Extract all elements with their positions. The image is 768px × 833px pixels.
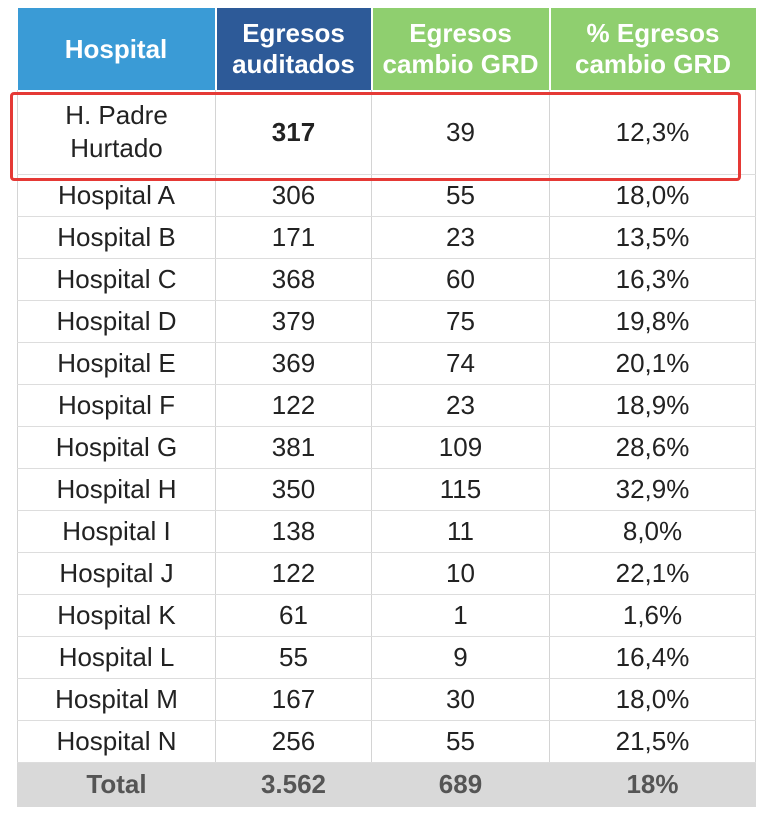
- cell-egresos-cambio-grd: 75: [371, 300, 550, 343]
- table-row: Hospital N 256 55 21,5%: [17, 720, 756, 763]
- cell-egresos-auditados: 306: [215, 174, 372, 217]
- cell-egresos-auditados: 317: [215, 90, 372, 175]
- cell-egresos-auditados: 368: [215, 258, 372, 301]
- total-egresos-auditados: 3.562: [215, 762, 372, 807]
- cell-egresos-cambio-grd: 10: [371, 552, 550, 595]
- table-row: Hospital K 61 1 1,6%: [17, 594, 756, 637]
- cell-hospital: H. Padre Hurtado: [17, 90, 216, 175]
- cell-egresos-auditados: 256: [215, 720, 372, 763]
- cell-hospital: Hospital A: [17, 174, 216, 217]
- cell-hospital: Hospital H: [17, 468, 216, 511]
- table-row: Hospital M 167 30 18,0%: [17, 678, 756, 721]
- total-egresos-cambio-grd: 689: [371, 762, 550, 807]
- cell-hospital: Hospital M: [17, 678, 216, 721]
- header-pct-egresos-cambio-grd: % Egresos cambio GRD: [549, 8, 756, 90]
- cell-egresos-cambio-grd: 60: [371, 258, 550, 301]
- cell-egresos-cambio-grd: 55: [371, 720, 550, 763]
- cell-egresos-auditados: 167: [215, 678, 372, 721]
- cell-hospital: Hospital I: [17, 510, 216, 553]
- cell-egresos-cambio-grd: 23: [371, 384, 550, 427]
- header-hospital: Hospital: [17, 8, 217, 90]
- cell-hospital: Hospital F: [17, 384, 216, 427]
- cell-egresos-cambio-grd: 74: [371, 342, 550, 385]
- cell-pct-cambio-grd: 18,0%: [549, 174, 756, 217]
- cell-egresos-cambio-grd: 115: [371, 468, 550, 511]
- header-egresos-cambio-grd: Egresos cambio GRD: [371, 8, 551, 90]
- cell-egresos-auditados: 138: [215, 510, 372, 553]
- cell-egresos-cambio-grd: 39: [371, 90, 550, 175]
- cell-pct-cambio-grd: 8,0%: [549, 510, 756, 553]
- total-label: Total: [17, 762, 216, 807]
- total-pct-cambio-grd: 18%: [549, 762, 756, 807]
- cell-pct-cambio-grd: 16,3%: [549, 258, 756, 301]
- table-row: Hospital H 350 115 32,9%: [17, 468, 756, 511]
- cell-pct-cambio-grd: 18,0%: [549, 678, 756, 721]
- cell-hospital: Hospital N: [17, 720, 216, 763]
- cell-egresos-auditados: 122: [215, 552, 372, 595]
- cell-egresos-auditados: 61: [215, 594, 372, 637]
- cell-pct-cambio-grd: 12,3%: [549, 90, 756, 175]
- table-row: Hospital D 379 75 19,8%: [17, 300, 756, 343]
- cell-egresos-cambio-grd: 109: [371, 426, 550, 469]
- cell-hospital: Hospital C: [17, 258, 216, 301]
- cell-pct-cambio-grd: 28,6%: [549, 426, 756, 469]
- cell-pct-cambio-grd: 16,4%: [549, 636, 756, 679]
- header-row: Hospital Egresos auditados Egresos cambi…: [17, 8, 756, 90]
- cell-hospital: Hospital B: [17, 216, 216, 259]
- hospital-audit-table: Hospital Egresos auditados Egresos cambi…: [17, 8, 756, 807]
- cell-egresos-cambio-grd: 1: [371, 594, 550, 637]
- cell-pct-cambio-grd: 19,8%: [549, 300, 756, 343]
- table-row: Hospital E 369 74 20,1%: [17, 342, 756, 385]
- header-egresos-auditados: Egresos auditados: [215, 8, 373, 90]
- table-row: Hospital C 368 60 16,3%: [17, 258, 756, 301]
- cell-pct-cambio-grd: 21,5%: [549, 720, 756, 763]
- cell-pct-cambio-grd: 20,1%: [549, 342, 756, 385]
- cell-pct-cambio-grd: 22,1%: [549, 552, 756, 595]
- cell-egresos-auditados: 350: [215, 468, 372, 511]
- cell-egresos-auditados: 122: [215, 384, 372, 427]
- cell-egresos-cambio-grd: 9: [371, 636, 550, 679]
- cell-hospital: Hospital L: [17, 636, 216, 679]
- cell-pct-cambio-grd: 13,5%: [549, 216, 756, 259]
- table-row: Hospital G 381 109 28,6%: [17, 426, 756, 469]
- cell-pct-cambio-grd: 1,6%: [549, 594, 756, 637]
- cell-pct-cambio-grd: 18,9%: [549, 384, 756, 427]
- cell-egresos-auditados: 369: [215, 342, 372, 385]
- table-row: Hospital J 122 10 22,1%: [17, 552, 756, 595]
- cell-egresos-auditados: 171: [215, 216, 372, 259]
- table-row: Hospital F 122 23 18,9%: [17, 384, 756, 427]
- total-row: Total 3.562 689 18%: [17, 762, 756, 807]
- cell-egresos-cambio-grd: 23: [371, 216, 550, 259]
- cell-egresos-auditados: 381: [215, 426, 372, 469]
- cell-hospital: Hospital J: [17, 552, 216, 595]
- cell-hospital: Hospital D: [17, 300, 216, 343]
- table-row: Hospital I 138 11 8,0%: [17, 510, 756, 553]
- table-row: Hospital B 171 23 13,5%: [17, 216, 756, 259]
- cell-egresos-cambio-grd: 55: [371, 174, 550, 217]
- cell-egresos-cambio-grd: 30: [371, 678, 550, 721]
- cell-egresos-cambio-grd: 11: [371, 510, 550, 553]
- cell-hospital: Hospital K: [17, 594, 216, 637]
- cell-egresos-auditados: 55: [215, 636, 372, 679]
- table-row: Hospital A 306 55 18,0%: [17, 174, 756, 217]
- cell-hospital: Hospital E: [17, 342, 216, 385]
- cell-pct-cambio-grd: 32,9%: [549, 468, 756, 511]
- cell-egresos-auditados: 379: [215, 300, 372, 343]
- table-row-highlighted: H. Padre Hurtado 317 39 12,3%: [17, 90, 756, 175]
- table-row: Hospital L 55 9 16,4%: [17, 636, 756, 679]
- cell-hospital: Hospital G: [17, 426, 216, 469]
